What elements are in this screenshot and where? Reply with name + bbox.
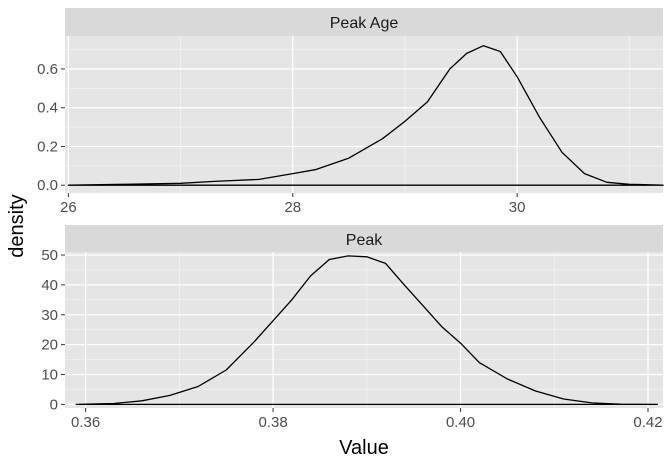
- y-axis: 0.0 0.2 0.4 0.6: [37, 61, 65, 194]
- x-tick-label: 0.36: [71, 414, 100, 431]
- y-axis-title: density: [6, 194, 28, 257]
- y-tick-label: 0.4: [37, 100, 58, 117]
- density-curve-layer: [67, 45, 664, 186]
- y-tick-label: 40: [41, 277, 58, 294]
- y-tick-label: 10: [41, 367, 58, 384]
- y-tick-label: 50: [41, 247, 58, 264]
- x-axis: 0.36 0.38 0.40 0.42: [71, 408, 663, 431]
- y-tick-label: 30: [41, 307, 58, 324]
- y-tick-label: 0: [50, 396, 58, 413]
- y-tick-label: 0.6: [37, 61, 58, 78]
- x-tick-label: 26: [60, 199, 77, 216]
- x-axis-title: Value: [339, 437, 389, 459]
- x-tick-label: 0.40: [446, 414, 475, 431]
- y-tick-label: 0.2: [37, 138, 58, 155]
- y-axis: 0 10 20 30 40 50: [41, 247, 65, 413]
- strip-background: [65, 8, 663, 36]
- density-curve: [67, 45, 664, 186]
- x-tick-label: 30: [509, 199, 526, 216]
- y-tick-label: 20: [41, 337, 58, 354]
- y-tick-label: 0.0: [37, 177, 58, 194]
- x-tick-label: 0.42: [633, 414, 662, 431]
- x-axis: 26 28 30: [60, 193, 525, 216]
- facet-peak: Peak 0 10 20 30 40 50 0.36 0.38 0.40 0.42: [41, 225, 663, 431]
- facet-peak-age: Peak Age 0.0 0.2 0.4 0.6 26 28 30: [37, 8, 664, 216]
- strip-title: Peak: [346, 232, 383, 249]
- strip-background: [65, 225, 663, 252]
- x-tick-label: 28: [284, 199, 301, 216]
- x-tick-label: 0.38: [258, 414, 287, 431]
- panel-background: [65, 36, 663, 193]
- strip-title: Peak Age: [330, 15, 399, 32]
- density-curve-layer: [75, 255, 659, 406]
- density-curve: [75, 255, 659, 406]
